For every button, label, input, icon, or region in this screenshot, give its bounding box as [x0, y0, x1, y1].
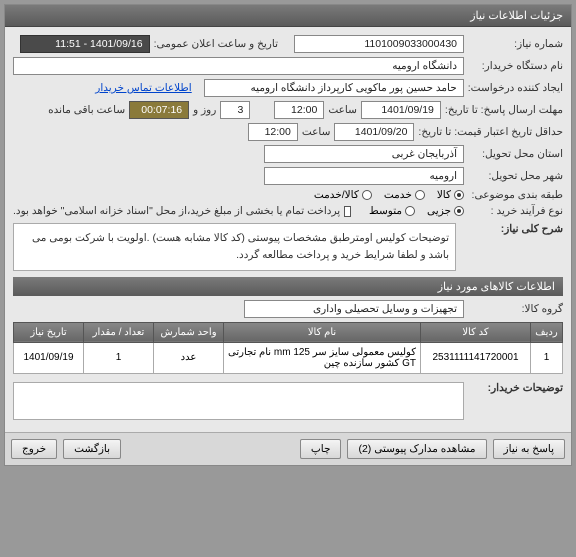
need-number-label: شماره نیاز: — [468, 38, 563, 50]
process-radio-group: جزیی متوسط — [369, 205, 464, 217]
payment-note: پرداخت تمام یا بخشی از مبلغ خرید،از محل … — [13, 205, 340, 217]
radio-icon — [454, 206, 464, 216]
contact-info-link[interactable]: اطلاعات تماس خریدار — [95, 82, 191, 94]
cell-qty: 1 — [84, 342, 154, 373]
process-medium-label: متوسط — [369, 205, 402, 217]
process-partial-label: جزیی — [427, 205, 451, 217]
category-service-radio[interactable]: خدمت — [384, 189, 425, 201]
deadline-label: مهلت ارسال پاسخ: تا تاریخ: — [445, 104, 563, 116]
col-row: ردیف — [531, 322, 563, 342]
treasury-checkbox[interactable] — [344, 206, 351, 217]
time-remaining: 00:07:16 — [129, 101, 189, 119]
deadline-hour-label: ساعت — [328, 104, 357, 116]
category-goods-radio[interactable]: کالا — [437, 189, 464, 201]
radio-icon — [415, 190, 425, 200]
deadline-days: 3 — [220, 101, 250, 119]
reply-button[interactable]: پاسخ به نیاز — [493, 439, 565, 459]
attachments-button[interactable]: مشاهده مدارک پیوستی (2) — [347, 439, 486, 459]
category-radio-group: کالا خدمت کالا/خدمت — [314, 189, 464, 201]
category-label: طبقه بندی موضوعی: — [468, 189, 563, 201]
goods-table: ردیف کد کالا نام کالا واحد شمارش تعداد /… — [13, 322, 563, 374]
radio-icon — [405, 206, 415, 216]
description-text: توضیحات کولیس اومترطبق مشخصات پیوستی (کد… — [13, 223, 456, 271]
process-medium-radio[interactable]: متوسط — [369, 205, 415, 217]
cell-date: 1401/09/19 — [14, 342, 84, 373]
validity-label: حداقل تاریخ اعتبار قیمت: تا تاریخ: — [418, 126, 563, 138]
deadline-day-label: روز و — [193, 104, 216, 116]
group-label: گروه کالا: — [468, 303, 563, 315]
table-row[interactable]: 1 2531111141720001 کولیس معمولی سایز سر … — [14, 342, 563, 373]
col-date: تاریخ نیاز — [14, 322, 84, 342]
buyer-value: دانشگاه ارومیه — [13, 57, 464, 75]
col-code: کد کالا — [421, 322, 531, 342]
deadline-date: 1401/09/19 — [361, 101, 441, 119]
col-unit: واحد شمارش — [154, 322, 224, 342]
city-value: ارومیه — [264, 167, 464, 185]
exit-button[interactable]: خروج — [11, 439, 57, 459]
validity-hour: 12:00 — [248, 123, 298, 141]
requester-label: ایجاد کننده درخواست: — [468, 82, 563, 94]
category-goods-label: کالا — [437, 189, 451, 201]
category-both-label: کالا/خدمت — [314, 189, 359, 201]
category-both-radio[interactable]: کالا/خدمت — [314, 189, 372, 201]
province-value: آذربایجان غربی — [264, 145, 464, 163]
form-body: شماره نیاز: 1101009033000430 تاریخ و ساع… — [5, 27, 571, 432]
process-label: نوع فرآیند خرید : — [468, 205, 563, 217]
cell-name: کولیس معمولی سایز سر 125 mm نام تجارتی G… — [224, 342, 421, 373]
description-label: شرح کلی نیاز: — [468, 223, 563, 235]
col-qty: تعداد / مقدار — [84, 322, 154, 342]
goods-section-header: اطلاعات كالاهای مورد نیاز — [13, 277, 563, 296]
radio-icon — [454, 190, 464, 200]
details-panel: جزئیات اطلاعات نیاز شماره نیاز: 11010090… — [4, 4, 572, 466]
announce-label: تاریخ و ساعت اعلان عمومی: — [154, 38, 278, 50]
col-name: نام کالا — [224, 322, 421, 342]
footer-buttons: پاسخ به نیاز مشاهده مدارک پیوستی (2) چاپ… — [5, 432, 571, 465]
category-service-label: خدمت — [384, 189, 412, 201]
buyer-label: نام دستگاه خریدار: — [468, 60, 563, 72]
province-label: استان محل تحویل: — [468, 148, 563, 160]
announce-value: 1401/09/16 - 11:51 — [20, 35, 150, 53]
group-value: تجهیزات و وسایل تحصیلی واداری — [244, 300, 464, 318]
city-label: شهر محل تحویل: — [468, 170, 563, 182]
back-button[interactable]: بازگشت — [63, 439, 121, 459]
requester-value: حامد حسین پور ماکویی کارپرداز دانشگاه ار… — [204, 79, 464, 97]
need-number-value: 1101009033000430 — [294, 35, 464, 53]
remaining-label: ساعت باقی مانده — [48, 104, 125, 116]
process-partial-radio[interactable]: جزیی — [427, 205, 464, 217]
validity-date: 1401/09/20 — [334, 123, 414, 141]
deadline-hour: 12:00 — [274, 101, 324, 119]
validity-hour-label: ساعت — [302, 126, 331, 138]
cell-unit: عدد — [154, 342, 224, 373]
buyer-notes-label: توضیحات خریدار: — [468, 382, 563, 394]
print-button[interactable]: چاپ — [300, 439, 342, 459]
buyer-notes-box — [13, 382, 464, 420]
cell-row: 1 — [531, 342, 563, 373]
table-header-row: ردیف کد کالا نام کالا واحد شمارش تعداد /… — [14, 322, 563, 342]
radio-icon — [362, 190, 372, 200]
cell-code: 2531111141720001 — [421, 342, 531, 373]
panel-title: جزئیات اطلاعات نیاز — [5, 5, 571, 27]
